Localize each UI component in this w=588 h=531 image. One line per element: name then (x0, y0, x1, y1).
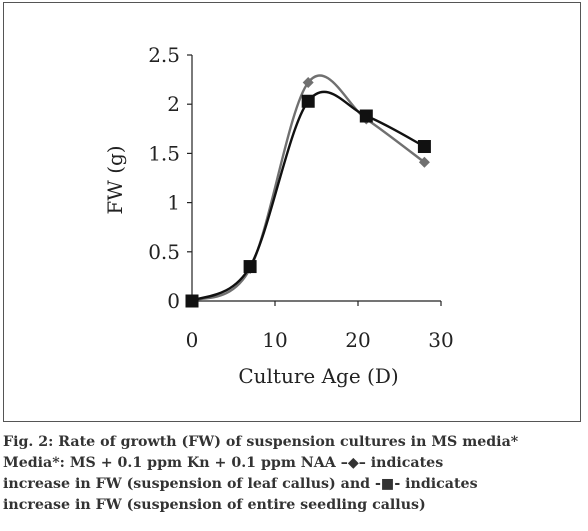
x-tick-label: 30 (428, 328, 453, 352)
y-tick-label: 0.5 (148, 240, 180, 264)
series-line-1 (191, 74, 426, 303)
square-marker (359, 109, 373, 123)
square-marker (417, 140, 431, 154)
y-tick-label: 2 (167, 92, 180, 116)
diamond-marker (418, 156, 430, 168)
caption-line-1: Fig. 2: Rate of growth (FW) of suspensio… (3, 434, 519, 450)
x-tick-label: 20 (345, 328, 370, 352)
series-line-2 (191, 90, 425, 303)
y-tick-label: 1.5 (148, 141, 180, 165)
figure-frame: 0 0.5 1 1.5 2 2.5 0 10 20 30 Culture Age (D) FW (g) (3, 2, 581, 422)
caption-line-3-text: increase in FW (suspension of leaf callu… (3, 476, 376, 492)
caption-line-3: increase in FW (suspension of leaf callu… (3, 474, 585, 495)
growth-chart: 0 0.5 1 1.5 2 2.5 0 10 20 30 Culture Age (D) FW (g) (103, 43, 454, 388)
y-tick-label: 1 (167, 191, 180, 215)
diamond-legend-symbol: –◆– (340, 455, 366, 471)
y-tick-label: 0 (167, 289, 180, 313)
y-axis-label: FW (g) (103, 145, 127, 214)
caption-line-2: Media*: MS + 0.1 ppm Kn + 0.1 ppm NAA –◆… (3, 453, 585, 474)
x-tick-label: 10 (262, 328, 287, 352)
caption-line-3-end: indicates (400, 476, 478, 492)
y-tick-label: 2.5 (148, 43, 180, 67)
square-marker (185, 294, 199, 308)
x-axis-label: Culture Age (D) (238, 364, 398, 388)
caption-line-2-end: indicates (365, 455, 444, 471)
square-marker (301, 94, 315, 108)
caption-line-2-text: Media*: MS + 0.1 ppm Kn + 0.1 ppm NAA (3, 455, 341, 471)
figure-caption: Fig. 2: Rate of growth (FW) of suspensio… (3, 432, 585, 516)
x-tick-label: 0 (186, 328, 199, 352)
caption-line-4: increase in FW (suspension of entire see… (3, 497, 426, 513)
square-marker (243, 260, 257, 274)
diamond-marker (302, 77, 314, 89)
square-legend-symbol: -■- (375, 476, 401, 492)
